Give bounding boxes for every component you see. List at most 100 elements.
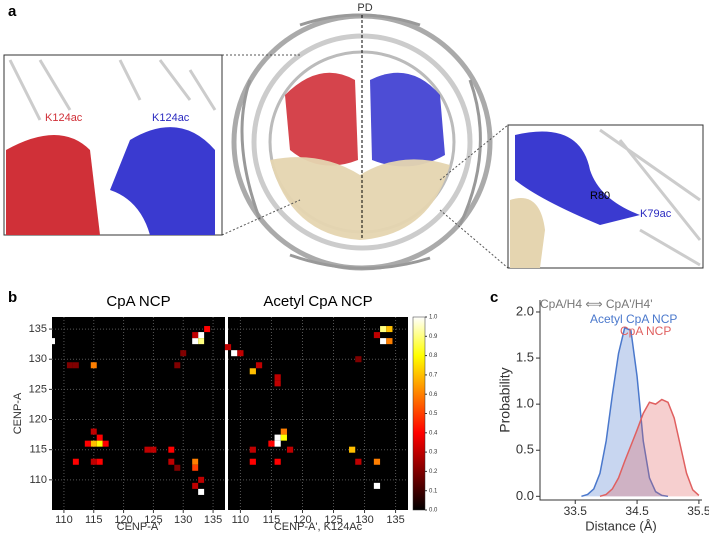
- chart-title: Acetyl CpA NCP: [263, 293, 372, 310]
- panel-label: c: [490, 289, 498, 306]
- y-tick-label: 130: [29, 353, 47, 365]
- y-tick-label: 0.0: [516, 488, 534, 503]
- y-tick-label: 135: [29, 323, 47, 335]
- y-tick-label: 125: [29, 383, 47, 395]
- inset-label: K124ac: [45, 112, 83, 124]
- line: [581, 326, 669, 498]
- colorbar-tick-label: 0.9: [429, 334, 438, 340]
- axes: [539, 300, 702, 501]
- heatmap-cell: [49, 338, 55, 345]
- heatmap-cell: [231, 350, 238, 357]
- area: [599, 399, 699, 497]
- heatmap-cell: [249, 368, 256, 375]
- heatmap-cell: [144, 446, 151, 453]
- heatmap-cell: [180, 350, 187, 357]
- x-axis-label: CENP-A': [117, 521, 161, 533]
- heatmap-cell: [72, 362, 79, 369]
- x-tick-label: 110: [55, 514, 73, 526]
- heatmap-cell: [90, 440, 97, 447]
- colorbar-tick-label: 0.4: [429, 430, 438, 436]
- x-tick-label: 130: [355, 514, 373, 526]
- heatmap-cell: [380, 338, 387, 345]
- x-tick-label: 115: [85, 514, 103, 526]
- heatmap-cell: [274, 380, 281, 387]
- y-axis-label: Probability: [497, 367, 513, 432]
- heatmap-cell: [274, 434, 281, 441]
- heatmap-cell: [274, 458, 281, 465]
- heatmap-cell: [192, 482, 199, 489]
- x-tick-label: 130: [174, 514, 192, 526]
- heatmap-cell: [373, 458, 381, 465]
- heatmap-cell: [373, 332, 381, 339]
- x-tick-label: 135: [386, 514, 404, 526]
- heatmap-cell: [192, 332, 199, 339]
- heatmap-cell: [355, 458, 362, 465]
- heatmap-cell: [192, 458, 199, 465]
- heatmap-cell: [90, 458, 97, 465]
- inset-label: R80: [590, 190, 610, 202]
- colorbar-tick-label: 0.7: [429, 372, 438, 378]
- colorbar-tick-label: 0.6: [429, 392, 438, 398]
- heatmap-cell: [96, 434, 103, 441]
- colorbar-tick-label: 1.0: [429, 315, 438, 321]
- chart-title: CpA NCP: [106, 293, 170, 310]
- heatmap-cell: [237, 350, 244, 357]
- heatmap-cell: [102, 440, 109, 447]
- colorbar-tick-label: 0.8: [429, 353, 438, 359]
- heatmap-cell: [386, 338, 393, 345]
- heatmap-cell: [224, 344, 232, 351]
- y-tick-label: 0.5: [516, 442, 534, 457]
- left-inset: K124ac K124ac: [3, 54, 301, 236]
- heatmap-cell: [349, 446, 356, 453]
- legend-entry: CpA NCP: [620, 324, 671, 338]
- y-tick-label: 2.0: [516, 303, 534, 318]
- heatmap-bg: [228, 317, 408, 510]
- colorbar-tick-label: 0.1: [429, 488, 438, 494]
- heatmap-cell: [90, 362, 97, 369]
- x-tick-label: 35.5: [687, 504, 709, 518]
- x-tick-label: 110: [232, 514, 250, 526]
- inset-label: K79ac: [640, 208, 672, 220]
- x-tick-label: 115: [263, 514, 281, 526]
- y-axis-label: CENP-A: [12, 392, 24, 434]
- x-tick-label: 33.5: [564, 504, 588, 518]
- heatmap-cell: [198, 332, 205, 339]
- x-tick-label: 120: [114, 514, 132, 526]
- heatmap-cell: [96, 440, 103, 447]
- heatmap-cell: [66, 362, 73, 369]
- panel-a: a PD K124ac K124ac R80 K79ac: [3, 2, 704, 271]
- heatmap-cell: [380, 326, 387, 333]
- heatmap-cell: [96, 458, 103, 465]
- panel-label: b: [8, 289, 17, 306]
- heatmap-cell: [249, 458, 256, 465]
- colorbar: [412, 316, 426, 511]
- y-tick-label: 1.0: [516, 396, 534, 411]
- heatmap-cell: [72, 458, 79, 465]
- heatmap-cell: [174, 464, 181, 471]
- y-tick-label: 115: [29, 444, 47, 456]
- heatmap-cell: [174, 362, 181, 369]
- heatmap-cell: [373, 482, 381, 489]
- colorbar-tick-label: 0.3: [429, 450, 438, 456]
- inset-label: K124ac: [152, 112, 190, 124]
- heatmap-cell: [150, 446, 157, 453]
- colorbar-tick-label: 0.0: [429, 508, 438, 514]
- right-inset: R80 K79ac: [439, 124, 704, 269]
- x-tick-label: 135: [204, 514, 222, 526]
- heatmap-cell: [198, 476, 205, 483]
- x-tick-label: 125: [324, 514, 342, 526]
- line: [599, 398, 700, 498]
- heatmap-cell: [280, 428, 287, 435]
- heatmap-cell: [90, 428, 97, 435]
- heatmap-cell: [192, 338, 199, 345]
- heatmap-cell: [168, 458, 175, 465]
- heatmap-cell: [84, 440, 91, 447]
- heatmap-cell: [198, 488, 205, 495]
- heatmap-cell: [280, 434, 287, 441]
- legend-entry: Acetyl CpA NCP: [590, 312, 677, 326]
- histones: [270, 72, 450, 240]
- x-axis-label: CENP-A', K124Ac: [274, 521, 363, 533]
- y-tick-label: 120: [29, 413, 47, 425]
- annotation: CpA/H4 ⟺ CpA'/H4': [540, 297, 653, 311]
